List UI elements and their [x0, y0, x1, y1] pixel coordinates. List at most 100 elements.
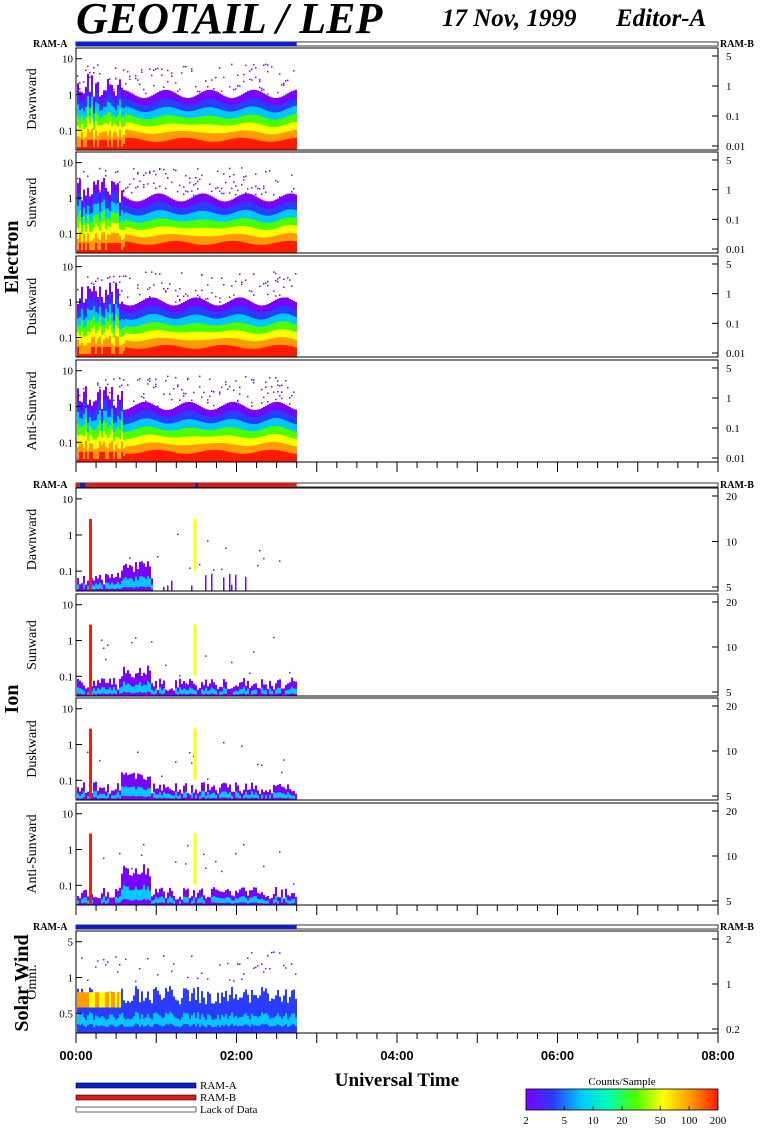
- panel-dawnward: 10 1 0.1 5 1 0.1 0.01 Dawnward: [25, 47, 745, 153]
- ram-left-label: RAM-A: [33, 39, 68, 50]
- right-tick-label: 1: [726, 81, 732, 93]
- ram-bar-segment: [197, 483, 297, 487]
- right-tick-label: 5: [726, 791, 732, 803]
- right-tick-label: 0.1: [726, 318, 740, 330]
- left-tick-label: 0.1: [59, 229, 73, 241]
- legend-label: RAM-B: [200, 1092, 236, 1104]
- group-label: Solar Wind: [11, 934, 33, 1031]
- left-tick-label: 0.1: [59, 880, 73, 892]
- right-tick-label: 5: [726, 259, 732, 271]
- ion-mid-spike: [193, 833, 197, 885]
- ram-right-label: RAM-B: [720, 480, 754, 491]
- right-tick-label: 5: [726, 687, 732, 699]
- right-tick-label: 0.2: [726, 1024, 740, 1036]
- left-tick-label: 0.1: [59, 671, 73, 683]
- colorbar-tick-label: 2: [523, 1115, 529, 1127]
- colorbar-tick-label: 20: [617, 1115, 629, 1127]
- right-tick-label: 5: [726, 582, 732, 594]
- time-tick-label: 04:00: [380, 1048, 413, 1063]
- right-tick-label: 1: [726, 185, 732, 197]
- panel-frame: [75, 697, 719, 801]
- right-tick-label: 20: [726, 491, 738, 503]
- right-tick-label: 5: [726, 155, 732, 167]
- left-tick-label: 10: [62, 600, 74, 612]
- panel-anti-sunward: 10 1 0.1 20 10 5 Anti-Sunward: [25, 802, 738, 908]
- legend-swatch: [75, 1082, 197, 1089]
- panel-frame: [75, 487, 719, 592]
- left-tick-label: 1: [68, 740, 74, 752]
- panel-label: Omni.: [25, 964, 40, 999]
- colorbar: Counts/Sample 2 5 10 20 50 100 200: [523, 1076, 727, 1127]
- time-tick-label: 06:00: [541, 1048, 574, 1063]
- left-tick-label: 0.1: [59, 775, 73, 787]
- right-tick-label: 10: [726, 746, 738, 758]
- left-tick-label: 10: [62, 366, 74, 378]
- x-axis-label: Universal Time: [335, 1070, 459, 1091]
- right-tick-label: 2: [726, 934, 732, 946]
- left-tick-label: 1: [68, 193, 74, 205]
- right-tick-label: 0.01: [726, 348, 745, 360]
- panel-frame: [75, 151, 719, 254]
- colorbar-tick-label: 5: [561, 1115, 567, 1127]
- group-label: Electron: [1, 221, 23, 294]
- left-tick-label: 10: [62, 494, 74, 506]
- plot-date: 17 Nov, 1999: [442, 5, 577, 32]
- ion-mid-spike: [193, 624, 197, 676]
- colorbar-tick-label: 100: [681, 1115, 698, 1127]
- right-tick-label: 1: [726, 393, 732, 405]
- panel-dawnward: 10 1 0.1 20 10 5 Dawnward: [25, 487, 738, 594]
- left-tick-label: 10: [62, 54, 74, 66]
- right-tick-label: 0.01: [726, 244, 745, 256]
- ram-right-label: RAM-B: [720, 39, 754, 50]
- panel-frame: [75, 593, 719, 697]
- panel-label: Anti-Sunward: [25, 371, 40, 450]
- panel-label: Anti-Sunward: [25, 814, 40, 893]
- legend-label: Lack of Data: [200, 1104, 258, 1116]
- right-tick-label: 10: [726, 537, 738, 549]
- right-tick-label: 20: [726, 701, 738, 713]
- ram-bar-segment: [76, 925, 297, 929]
- legend-swatch: [75, 1106, 197, 1113]
- ram-right-label: RAM-B: [720, 922, 754, 933]
- panel-duskward: 10 1 0.1 5 1 0.1 0.01 Duskward: [25, 255, 745, 360]
- right-tick-label: 0.01: [726, 453, 745, 465]
- left-tick-label: 1: [68, 402, 74, 414]
- ram-bar-segment: [80, 483, 86, 487]
- ion-mid-spike: [193, 728, 197, 780]
- time-tick-label: 00:00: [59, 1048, 92, 1063]
- left-tick-label: 1: [68, 297, 74, 309]
- plot-editor: Editor-A: [615, 5, 706, 32]
- left-tick-label: 1: [68, 90, 74, 102]
- colorbar-tick-label: 50: [655, 1115, 667, 1127]
- right-tick-label: 10: [726, 642, 738, 654]
- left-tick-label: 0.1: [59, 566, 73, 578]
- left-tick-label: 5: [68, 937, 74, 949]
- panel-duskward: 10 1 0.1 20 10 5 Duskward: [25, 697, 738, 803]
- right-tick-label: 0.1: [726, 214, 740, 226]
- ram-bar-segment: [194, 483, 198, 487]
- ram-left-label: RAM-A: [33, 922, 68, 933]
- time-tick-label: 08:00: [701, 1048, 734, 1063]
- ion-early-spike: [89, 518, 92, 591]
- ion-early-spike: [89, 728, 92, 800]
- panel-frame: [75, 255, 719, 358]
- left-tick-label: 1: [68, 530, 74, 542]
- left-tick-label: 1: [68, 973, 74, 985]
- ion-early-spike: [89, 624, 92, 696]
- left-tick-label: 0.1: [59, 437, 73, 449]
- panel-frame: [75, 802, 719, 906]
- right-tick-label: 1: [726, 979, 732, 991]
- right-tick-label: 5: [726, 896, 732, 908]
- right-tick-label: 20: [726, 806, 738, 818]
- left-tick-label: 10: [62, 262, 74, 274]
- legend-swatch: [75, 1094, 197, 1101]
- right-tick-label: 10: [726, 851, 738, 863]
- panel-label: Duskward: [25, 720, 40, 778]
- panel-sunward: 10 1 0.1 20 10 5 Sunward: [25, 593, 738, 699]
- panel-sunward: 10 1 0.1 5 1 0.1 0.01 Sunward: [25, 151, 745, 256]
- left-tick-label: 1: [68, 636, 74, 648]
- ion-early-spike: [89, 833, 92, 905]
- ram-bar-segment: [85, 483, 195, 487]
